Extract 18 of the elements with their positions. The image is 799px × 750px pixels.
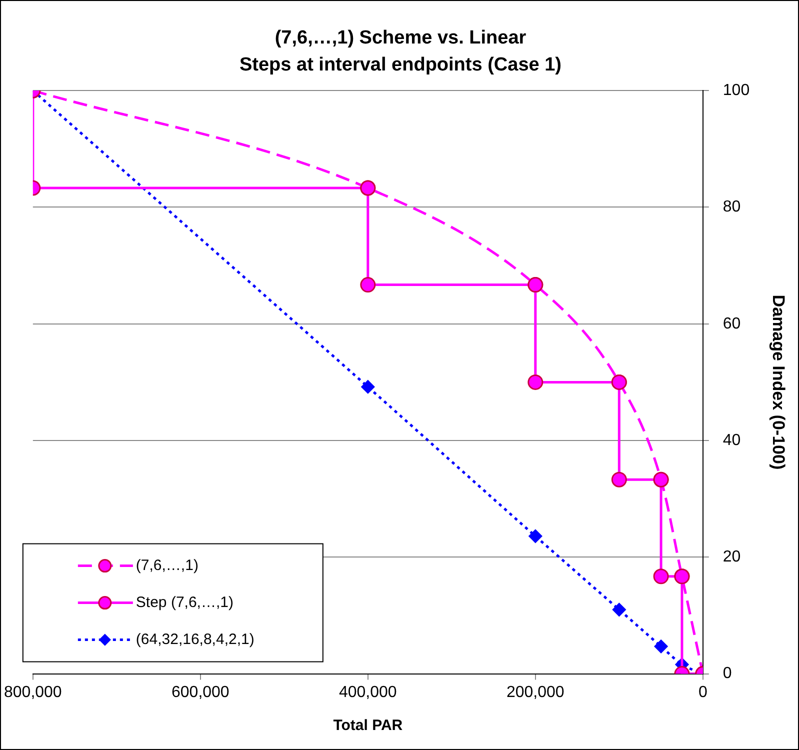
x-axis-title: Total PAR (333, 717, 403, 734)
y-tick-label: 20 (722, 548, 741, 566)
legend-label: (64,32,16,8,4,2,1) (136, 630, 254, 648)
chart-title: (7,6,…,1) Scheme vs. Linear (274, 28, 527, 49)
y-tick-label: 60 (722, 315, 741, 332)
x-tick-label: 400,000 (338, 684, 397, 701)
x-tick-label: 600,000 (171, 684, 230, 701)
y-tick-label: 40 (722, 432, 741, 449)
y-tick-label: 100 (722, 82, 750, 100)
x-tick-label: 200,000 (506, 684, 564, 701)
chart-subtitle: Steps at interval endpoints (Case 1) (239, 54, 562, 76)
y-axis-title: Damage Index (0-100) (769, 294, 788, 470)
x-tick-label: 0 (698, 684, 708, 701)
x-tick-label: 800,000 (4, 684, 62, 701)
y-tick-label: 0 (722, 665, 732, 682)
legend-label: Step (7,6,…,1) (136, 594, 234, 611)
y-tick-label: 80 (722, 198, 741, 216)
legend-label: (7,6,…,1) (136, 556, 198, 574)
